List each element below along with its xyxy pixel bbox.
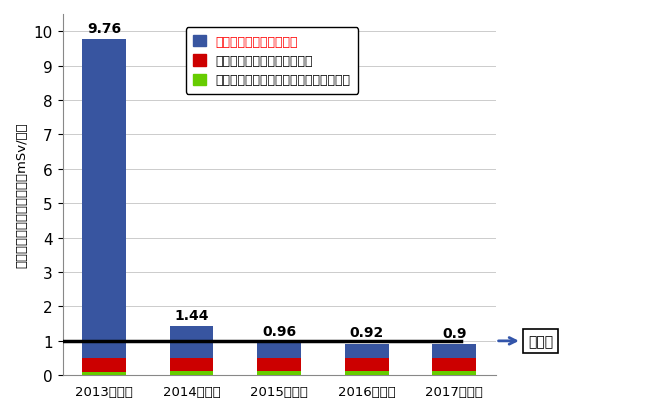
Bar	[257, 358, 301, 371]
Bar	[82, 40, 126, 358]
Bar	[432, 344, 476, 358]
Bar	[345, 371, 389, 375]
Bar	[170, 326, 213, 358]
Text: 0.9: 0.9	[442, 326, 467, 340]
Text: 0.92: 0.92	[350, 326, 383, 339]
Text: 1.44: 1.44	[174, 308, 209, 322]
Legend: タンクに起因する放射線, タンク以外に起因する放射線, その他（地下水バイパス・サブドレン等: タンクに起因する放射線, タンク以外に起因する放射線, その他（地下水バイパス・…	[185, 28, 358, 95]
Bar	[432, 371, 476, 375]
Bar	[257, 371, 301, 375]
Text: 0.96: 0.96	[262, 324, 296, 338]
Bar	[170, 358, 213, 371]
Bar	[257, 342, 301, 358]
Bar	[432, 358, 476, 371]
Text: 基準値: 基準値	[528, 334, 553, 348]
Bar	[345, 344, 389, 358]
Bar	[82, 372, 126, 375]
Bar	[345, 358, 389, 371]
Y-axis label: 敘地境界線量「評価値」（mSv/年）: 敘地境界線量「評価値」（mSv/年）	[15, 123, 28, 268]
Bar	[170, 371, 213, 375]
Bar	[82, 358, 126, 372]
Text: 9.76: 9.76	[87, 22, 121, 36]
